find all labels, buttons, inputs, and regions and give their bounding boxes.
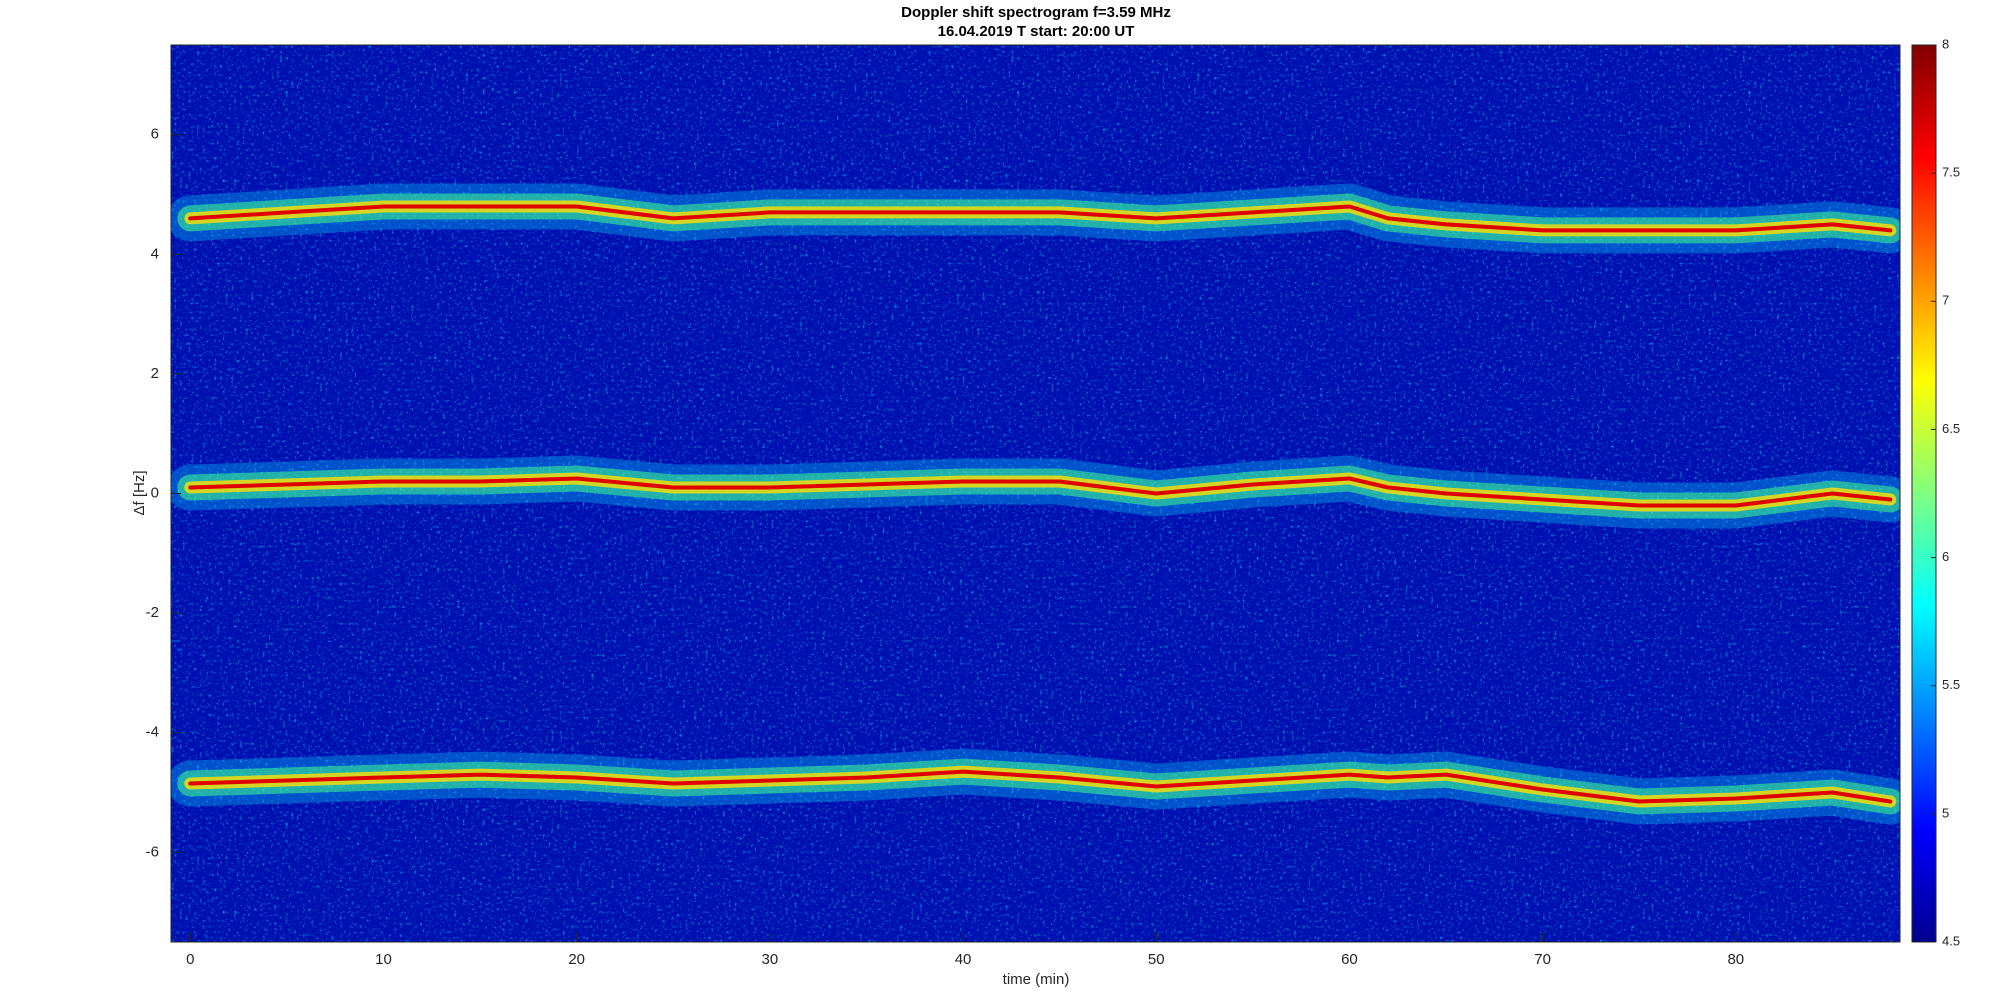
y-tick-label: -6 [146, 843, 159, 860]
x-tick-label: 40 [955, 951, 972, 968]
x-axis-label: time (min) [1003, 971, 1070, 988]
trace-line [188, 769, 1893, 804]
x-tick-label: 30 [762, 951, 779, 968]
colorbar-tick-label: 7 [1942, 293, 1949, 308]
colorbar-tick-label: 8 [1942, 36, 1949, 51]
colorbar-tick-label: 5.5 [1942, 677, 1960, 692]
colorbar-tick-label: 5 [1942, 805, 1949, 820]
x-tick-label: 20 [568, 951, 585, 968]
y-tick-label: -4 [146, 724, 159, 741]
x-tick-label: 0 [186, 951, 194, 968]
x-tick-label: 60 [1341, 951, 1358, 968]
y-tick-label: 4 [151, 245, 159, 262]
y-tick-label: 2 [151, 365, 159, 382]
x-tick-label: 70 [1534, 951, 1551, 968]
y-tick-label: 0 [151, 484, 159, 501]
trace-line [188, 204, 1893, 233]
colorbar [1911, 44, 1937, 943]
y-tick-label: -2 [146, 604, 159, 621]
colorbar-tick-label: 4.5 [1942, 933, 1960, 948]
colorbar-tick-label: 6.5 [1942, 421, 1960, 436]
x-tick-label: 80 [1727, 951, 1744, 968]
x-tick-label: 10 [375, 951, 392, 968]
colorbar-tick-label: 7.5 [1942, 165, 1960, 180]
chart-subtitle: 16.04.2019 T start: 20:00 UT [938, 23, 1135, 40]
trace-line [188, 476, 1893, 508]
colorbar-tick-label: 6 [1942, 549, 1949, 564]
chart-title: Doppler shift spectrogram f=3.59 MHz [901, 4, 1171, 21]
x-tick-label: 50 [1148, 951, 1165, 968]
y-tick-label: 6 [151, 126, 159, 143]
y-axis-label: Δf [Hz] [131, 470, 148, 515]
